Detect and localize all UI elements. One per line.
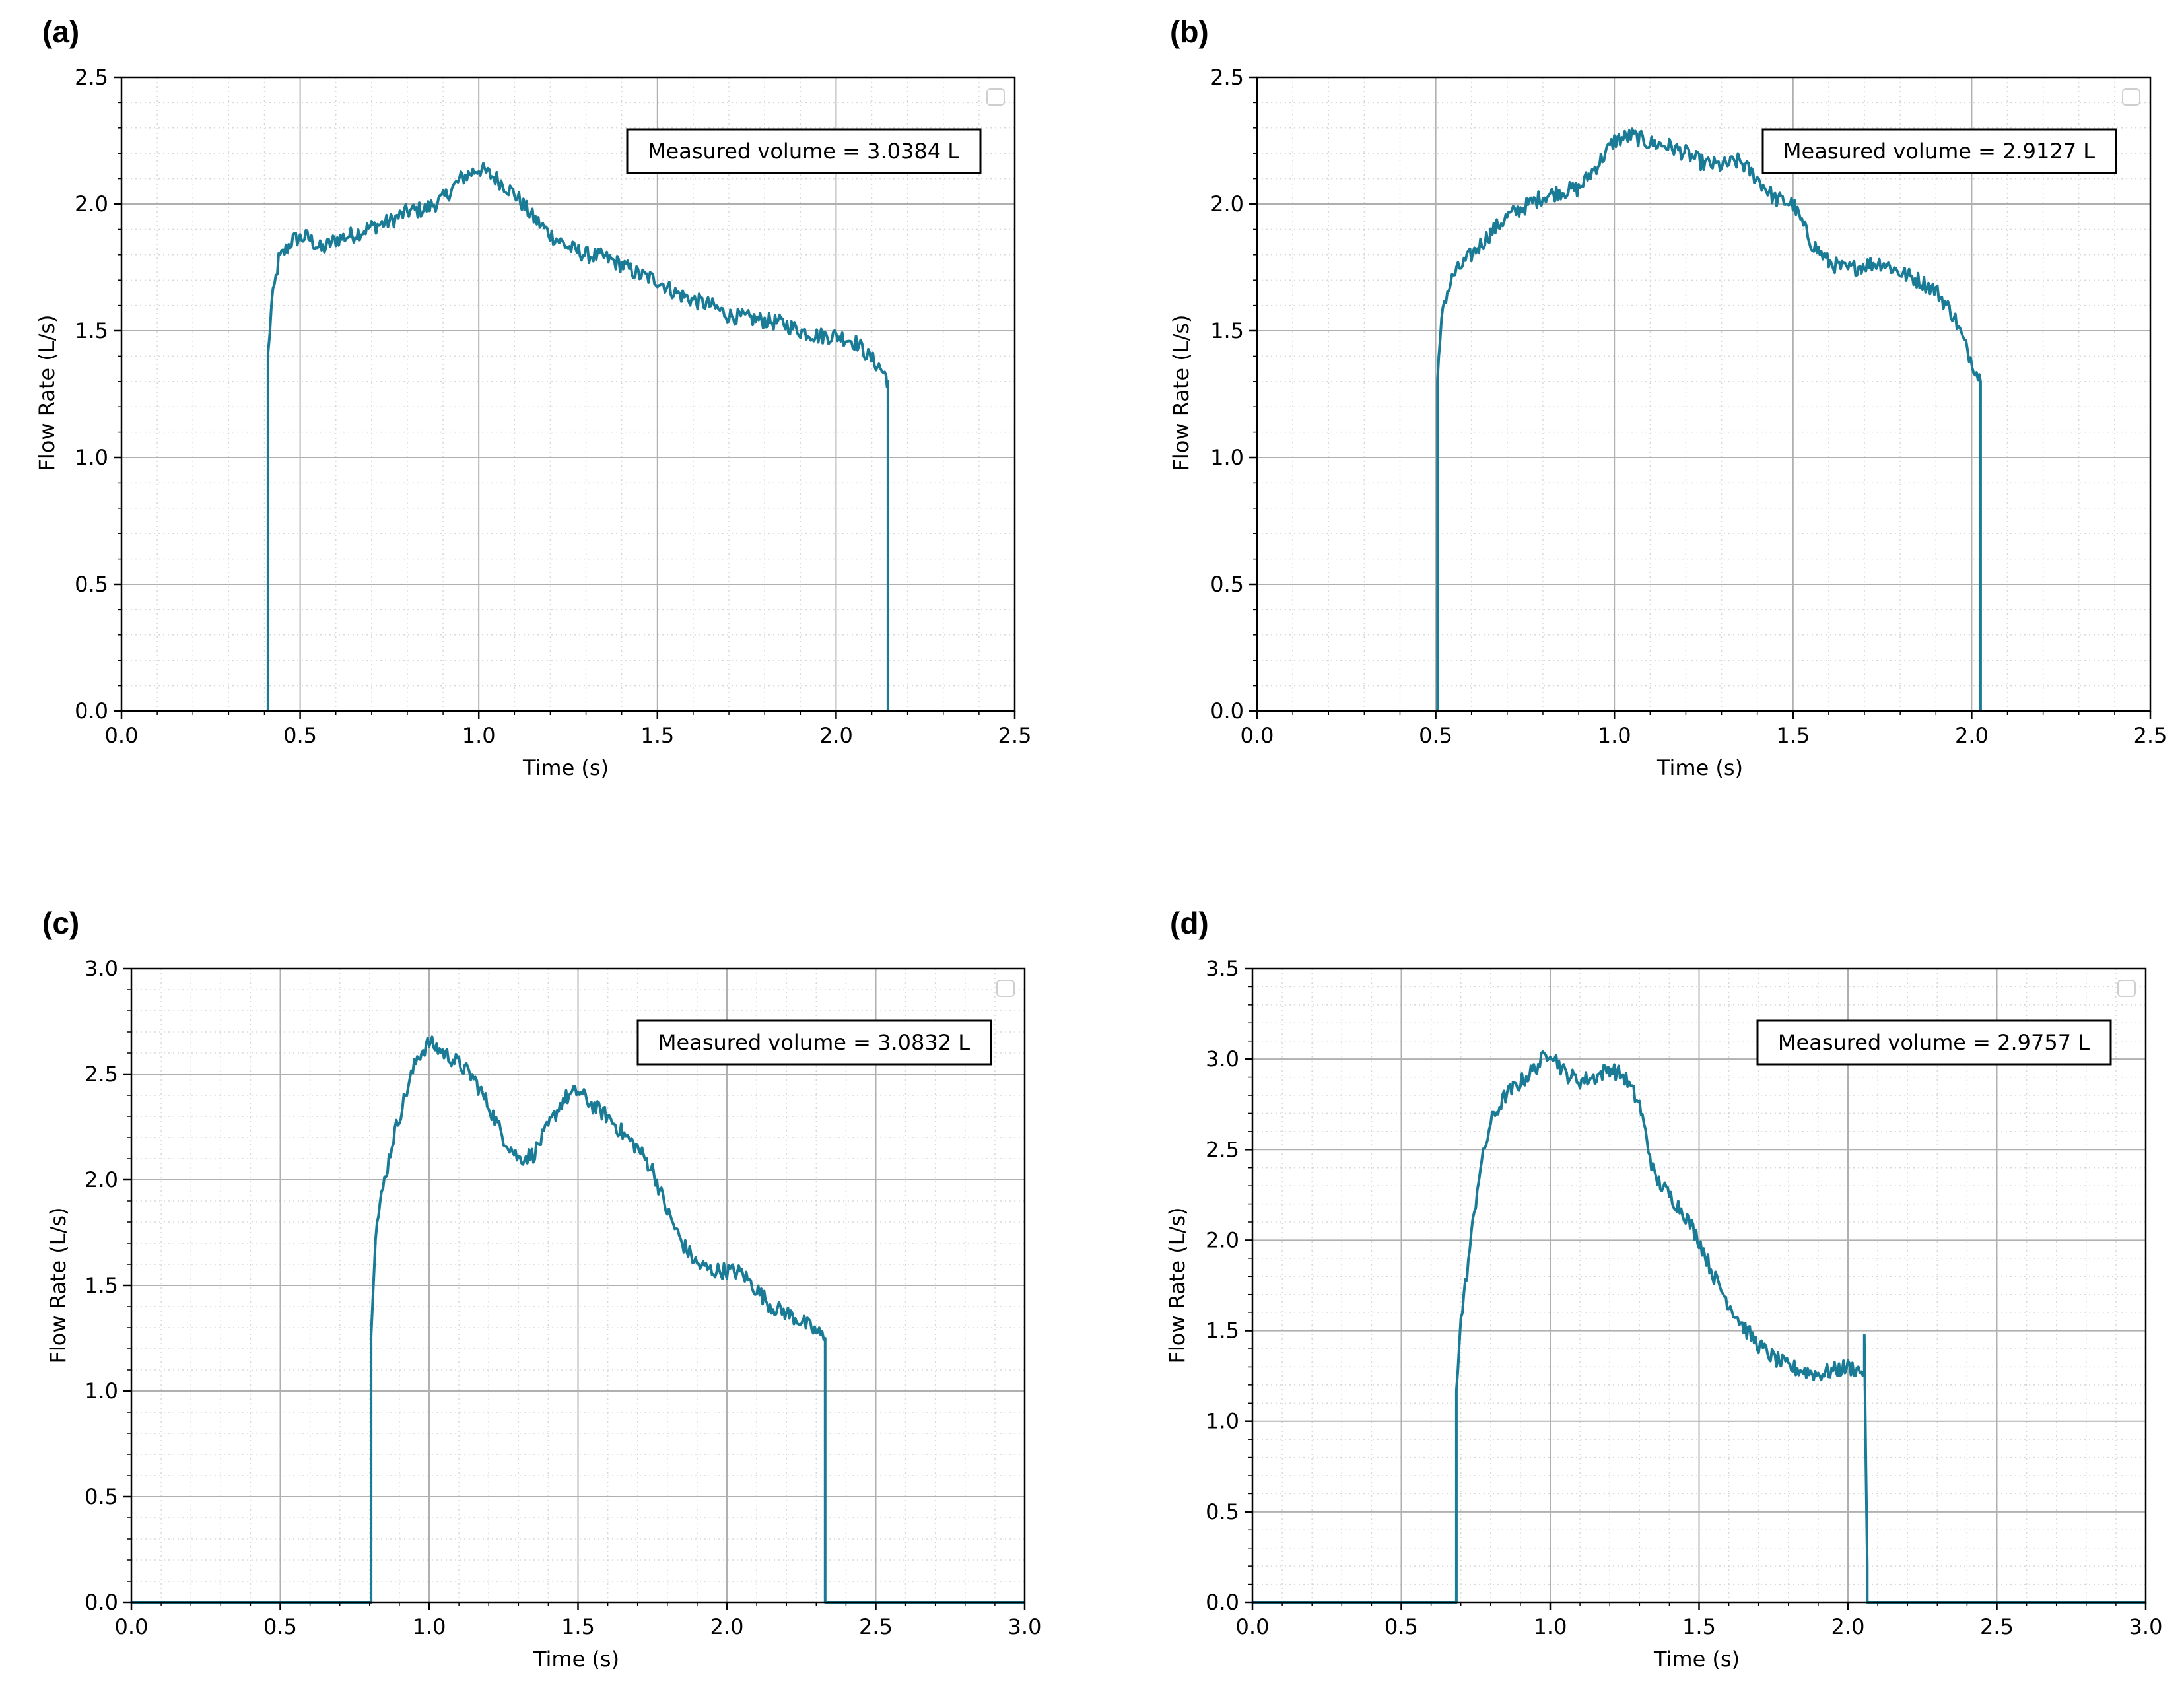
x-tick-label: 0.0	[115, 1614, 149, 1639]
x-tick-label: 2.0	[1831, 1614, 1865, 1639]
legend-box	[2122, 88, 2140, 106]
y-tick-label: 1.0	[75, 445, 108, 470]
x-tick-label: 0.0	[105, 723, 139, 748]
y-tick-label: 2.0	[1210, 191, 1244, 217]
x-axis-label: Time (s)	[1653, 1647, 1740, 1672]
x-tick-label: 1.5	[1682, 1614, 1716, 1639]
y-tick-label: 1.5	[1206, 1318, 1239, 1344]
x-tick-label: 2.0	[710, 1614, 744, 1639]
y-tick-label: 3.0	[1206, 1046, 1239, 1072]
x-tick-label: 0.5	[1419, 723, 1452, 748]
legend-box	[996, 980, 1015, 997]
x-tick-label: 0.0	[1241, 723, 1274, 748]
flow-series-line	[121, 162, 1015, 712]
x-axis-label: Time (s)	[533, 1647, 619, 1672]
y-tick-label: 2.5	[85, 1062, 118, 1087]
y-tick-label: 0.0	[1210, 699, 1244, 724]
legend-box	[986, 88, 1005, 106]
measured-volume-annotation: Measured volume = 2.9127 L	[1783, 139, 2095, 164]
plot-area: 0.0 0.5 1.0 1.5 2.0 2.5 0.0 0.5 1.0 1.5 2.0 2.5	[1210, 65, 2167, 748]
x-tick-label: 1.5	[640, 723, 674, 748]
y-tick-label: 1.0	[85, 1379, 118, 1404]
y-tick-label: 0.5	[1210, 572, 1244, 597]
panel-label: (b)	[1170, 15, 1209, 49]
panel-a: 0.0 0.5 1.0 1.5 2.0 2.5 0.0 0.5 1.0 1.5 2.0 2.5 (a)…	[34, 15, 1031, 780]
plot-area: 0.0 0.5 1.0 1.5 2.0 2.5 3.0 0.0 0.5 1.0 1.5 2.0 2.5 3…	[85, 956, 1041, 1639]
y-tick-label: 2.0	[75, 191, 108, 217]
x-tick-label: 2.0	[819, 723, 853, 748]
y-tick-label: 1.0	[1210, 445, 1244, 470]
y-axis-label: Flow Rate (L/s)	[1169, 314, 1194, 471]
x-axis-label: Time (s)	[522, 755, 609, 780]
panel-label: (a)	[42, 15, 79, 49]
panel-label: (d)	[1170, 906, 1209, 940]
y-tick-label: 2.0	[1206, 1227, 1239, 1252]
x-axis-label: Time (s)	[1656, 755, 1743, 780]
x-tick-label: 2.5	[859, 1614, 893, 1639]
x-tick-label: 0.5	[1384, 1614, 1418, 1639]
y-axis-label: Flow Rate (L/s)	[34, 314, 59, 471]
y-tick-label: 0.0	[1206, 1590, 1239, 1615]
axes-frame	[1256, 76, 2152, 712]
y-tick-label: 0.0	[85, 1590, 118, 1615]
annotation-box: Measured volume = 3.0832 L	[636, 1019, 992, 1066]
y-tick-label: 0.5	[1206, 1499, 1239, 1524]
annotation-box: Measured volume = 2.9757 L	[1756, 1019, 2112, 1066]
plot-area: 0.0 0.5 1.0 1.5 2.0 2.5 0.0 0.5 1.0 1.5 2.0 2.5	[75, 65, 1031, 748]
x-tick-label: 3.0	[1008, 1614, 1042, 1639]
measured-volume-annotation: Measured volume = 3.0832 L	[658, 1030, 970, 1055]
flow-series-line	[131, 1035, 1025, 1604]
axes-frame	[120, 76, 1016, 712]
x-tick-label: 0.5	[283, 723, 317, 748]
x-tick-label: 0.5	[263, 1614, 297, 1639]
panel-c: 0.0 0.5 1.0 1.5 2.0 2.5 3.0 0.0 0.5 1.0 1.5 2.0 2.5 3…	[42, 906, 1041, 1672]
annotation-box: Measured volume = 2.9127 L	[1761, 128, 2117, 174]
x-tick-label: 1.0	[1534, 1614, 1567, 1639]
measured-volume-annotation: Measured volume = 3.0384 L	[648, 139, 959, 164]
y-tick-label: 1.5	[75, 318, 108, 343]
x-tick-label: 1.5	[561, 1614, 595, 1639]
x-tick-label: 2.5	[2134, 723, 2167, 748]
x-tick-label: 1.0	[1598, 723, 1631, 748]
measured-volume-annotation: Measured volume = 2.9757 L	[1778, 1030, 2090, 1055]
x-tick-label: 1.0	[462, 723, 496, 748]
x-tick-label: 2.0	[1955, 723, 1989, 748]
y-tick-label: 0.5	[75, 572, 108, 597]
flow-series-line	[1252, 1050, 2146, 1604]
y-tick-label: 2.0	[85, 1167, 118, 1192]
y-tick-label: 1.5	[1210, 318, 1244, 343]
y-tick-label: 3.5	[1206, 956, 1239, 981]
x-tick-label: 1.0	[413, 1614, 446, 1639]
panel-label: (c)	[42, 906, 79, 940]
legend-box	[2117, 980, 2136, 997]
x-tick-label: 2.5	[1980, 1614, 2014, 1639]
annotation-box: Measured volume = 3.0384 L	[626, 128, 982, 174]
y-axis-label: Flow Rate (L/s)	[46, 1207, 71, 1363]
x-tick-label: 3.0	[2129, 1614, 2163, 1639]
flow-series-line	[1257, 127, 2150, 712]
x-tick-label: 2.5	[998, 723, 1032, 748]
y-tick-label: 2.5	[75, 65, 108, 90]
y-tick-label: 0.0	[75, 699, 108, 724]
panel-d: 0.0 0.5 1.0 1.5 2.0 2.5 3.0 0.0 0.5 1.0 1.5 2.0 2.5 3…	[1165, 906, 2162, 1672]
y-tick-label: 2.5	[1210, 65, 1244, 90]
y-tick-label: 1.5	[85, 1273, 118, 1298]
x-tick-label: 1.5	[1776, 723, 1810, 748]
x-tick-label: 0.0	[1236, 1614, 1270, 1639]
y-tick-label: 1.0	[1206, 1409, 1239, 1434]
panel-b: 0.0 0.5 1.0 1.5 2.0 2.5 0.0 0.5 1.0 1.5 2.0 2.5 (b)…	[1169, 15, 2167, 780]
y-tick-label: 3.0	[85, 956, 118, 981]
y-tick-label: 2.5	[1206, 1137, 1239, 1162]
y-tick-label: 0.5	[85, 1484, 118, 1509]
y-axis-label: Flow Rate (L/s)	[1165, 1207, 1190, 1363]
